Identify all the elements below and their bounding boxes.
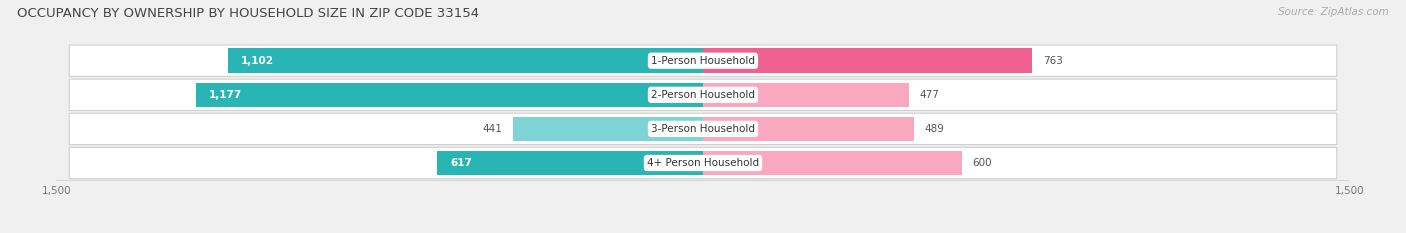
Text: 1,177: 1,177 [208,90,242,100]
Bar [703,151,962,175]
Text: 2-Person Household: 2-Person Household [651,90,755,100]
Bar [703,82,908,107]
FancyBboxPatch shape [69,113,1337,144]
Text: 763: 763 [1043,56,1063,66]
Text: Source: ZipAtlas.com: Source: ZipAtlas.com [1278,7,1389,17]
Text: 617: 617 [450,158,472,168]
Text: 3-Person Household: 3-Person Household [651,124,755,134]
Text: 4+ Person Household: 4+ Person Household [647,158,759,168]
Text: OCCUPANCY BY OWNERSHIP BY HOUSEHOLD SIZE IN ZIP CODE 33154: OCCUPANCY BY OWNERSHIP BY HOUSEHOLD SIZE… [17,7,479,20]
Legend: Owner-occupied, Renter-occupied: Owner-occupied, Renter-occupied [598,231,808,233]
Text: 489: 489 [925,124,945,134]
FancyBboxPatch shape [69,45,1337,76]
Text: 1-Person Household: 1-Person Household [651,56,755,66]
FancyBboxPatch shape [69,147,1337,179]
FancyBboxPatch shape [69,79,1337,110]
Bar [437,151,703,175]
Bar [228,48,703,73]
Text: 600: 600 [973,158,993,168]
Bar [513,116,703,141]
Text: 441: 441 [482,124,502,134]
Bar [703,48,1032,73]
Text: 477: 477 [920,90,939,100]
Bar [703,116,914,141]
Bar [195,82,703,107]
Text: 1,102: 1,102 [240,56,274,66]
